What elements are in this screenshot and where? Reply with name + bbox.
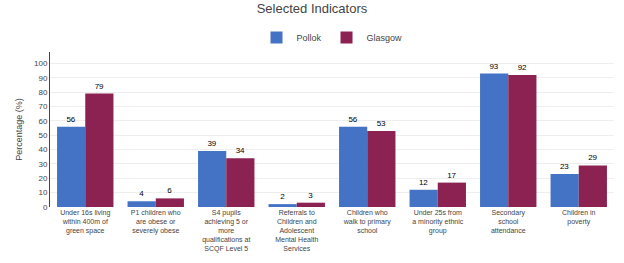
svg-text:Glasgow: Glasgow [367,33,403,43]
svg-text:Children inpoverty: Children inpoverty [562,209,596,226]
svg-text:60: 60 [38,117,47,126]
svg-text:Selected Indicators: Selected Indicators [257,1,368,16]
svg-text:Referrals toChildren andAdoles: Referrals toChildren andAdolescentMental… [275,209,318,252]
svg-text:10: 10 [38,188,47,197]
svg-text:50: 50 [38,131,47,140]
svg-text:Children whowalk to primarysch: Children whowalk to primaryschool [343,209,392,234]
svg-text:23: 23 [560,162,569,171]
svg-text:56: 56 [348,115,357,124]
svg-text:Percentage (%): Percentage (%) [14,98,24,161]
svg-text:30: 30 [38,160,47,169]
svg-text:100: 100 [34,59,48,68]
svg-text:39: 39 [207,139,216,148]
svg-text:0: 0 [43,203,48,212]
svg-text:2: 2 [280,192,285,201]
svg-text:80: 80 [38,88,47,97]
svg-text:17: 17 [447,171,456,180]
svg-text:70: 70 [38,102,47,111]
svg-text:90: 90 [38,74,47,83]
svg-text:53: 53 [377,119,386,128]
svg-text:56: 56 [66,115,75,124]
svg-text:29: 29 [588,153,597,162]
svg-text:12: 12 [419,178,428,187]
svg-text:6: 6 [167,186,172,195]
svg-text:Secondaryschoolattendance: Secondaryschoolattendance [491,209,526,234]
svg-text:P1 children whoare obese orsev: P1 children whoare obese orseverely obes… [131,209,181,235]
svg-text:20: 20 [38,174,47,183]
svg-text:40: 40 [38,145,47,154]
svg-text:3: 3 [308,191,313,200]
svg-text:92: 92 [518,63,527,72]
svg-text:93: 93 [489,62,498,71]
svg-text:34: 34 [236,146,245,155]
svg-text:Under 16s livingwithin 400m of: Under 16s livingwithin 400m ofgreen spac… [60,209,110,235]
svg-text:Under 25s froma minority ethni: Under 25s froma minority ethnicgroup [412,209,463,235]
svg-text:S4 pupilsachieving 5 ormorequa: S4 pupilsachieving 5 ormorequalification… [202,209,250,253]
svg-text:Pollok: Pollok [297,33,322,43]
svg-text:4: 4 [139,189,144,198]
svg-text:79: 79 [95,82,104,91]
